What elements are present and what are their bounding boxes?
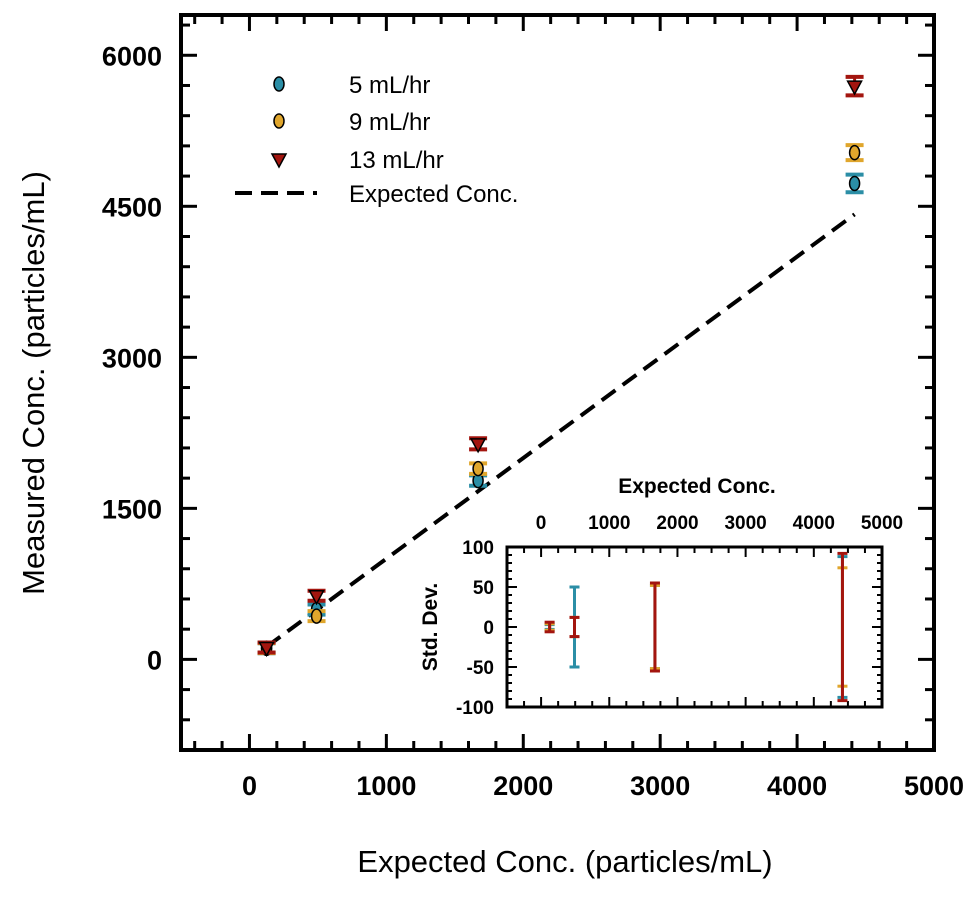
legend-marker-13-ml-hr — [270, 153, 288, 169]
legend-label-5-ml-hr: 5 mL/hr — [349, 72, 430, 99]
point-13-ml-hr — [846, 80, 863, 96]
x-tick-label: 1000 — [356, 771, 416, 801]
inset-x-tick-label: 4000 — [793, 513, 835, 534]
main-plot: 0 1000 2000 3000 4000 5000015003000450060005 … — [102, 13, 964, 801]
point-13-ml-hr — [308, 590, 325, 606]
inset-y-tick-label: 0 — [483, 618, 494, 639]
y-tick-label: 4500 — [102, 192, 162, 222]
inset-y-tick-label: 50 — [473, 578, 494, 599]
inset-x-tick-label: 3000 — [724, 513, 766, 534]
legend-label-9-ml-hr: 9 mL/hr — [349, 109, 430, 136]
y-tick-label: 0 — [147, 645, 162, 675]
point-13-ml-hr — [469, 438, 487, 454]
point-9-ml-hr — [848, 144, 861, 161]
inset-y-tick-label: -100 — [456, 698, 494, 719]
point-13-ml-hr — [258, 641, 275, 658]
x-tick-label: 3000 — [630, 771, 690, 801]
inset-y-tick-label: 100 — [462, 538, 494, 559]
point-9-ml-hr — [310, 608, 323, 624]
point-5-ml-hr — [848, 175, 861, 192]
x-tick-label: 2000 — [493, 771, 553, 801]
y-axis-title: Measured Conc. (particles/mL) — [16, 171, 51, 595]
expected-conc-line — [265, 212, 856, 649]
legend: 5 mL/hr 9 mL/hr 13 mL/hr Expected Conc. — [235, 72, 518, 208]
legend-marker-5-ml-hr — [273, 76, 285, 92]
y-tick-label: 1500 — [102, 494, 162, 524]
legend-label-13-ml-hr: 13 mL/hr — [349, 147, 444, 174]
inset-y-axis-title: Std. Dev. — [419, 583, 442, 671]
inset-x-tick-label: 1000 — [588, 513, 630, 534]
inset-y-tick-label: -50 — [467, 658, 494, 679]
legend-label-expected-conc-: Expected Conc. — [349, 181, 518, 208]
x-axis-title: Expected Conc. (particles/mL) — [357, 844, 772, 879]
inset-x-tick-label: 2000 — [656, 513, 698, 534]
inset-x-axis-title: Expected Conc. — [618, 475, 776, 498]
plot-frame — [179, 13, 936, 752]
inset-x-tick-label: 5000 — [861, 513, 903, 534]
legend-marker-9-ml-hr — [273, 113, 285, 129]
x-tick-label: 4000 — [767, 771, 827, 801]
inset-plot: 0 1000 2000 3000 4000 5000 100 50 0 -50 -100 — [456, 513, 903, 719]
y-tick-label: 6000 — [102, 41, 162, 71]
x-tick-label: 5000 — [904, 771, 964, 801]
point-9-ml-hr — [472, 460, 484, 477]
inset-frame — [505, 545, 884, 709]
inset-x-tick-label: 0 — [536, 513, 547, 534]
x-tick-label: 0 — [242, 771, 257, 801]
y-tick-label: 3000 — [102, 343, 162, 373]
